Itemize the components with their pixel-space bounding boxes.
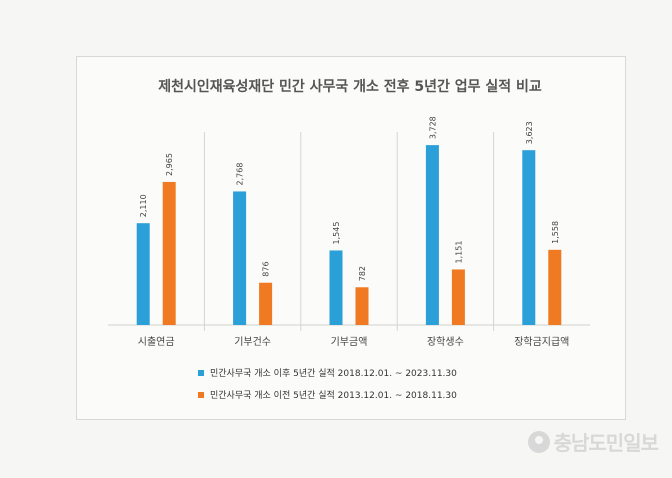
legend-entry: 민간사무국 개소 이전 5년간 실적 2013.12.01. ~ 2018.11… <box>210 389 457 401</box>
data-label: 2,768 <box>236 163 245 186</box>
data-label: 3,728 <box>428 116 437 139</box>
data-label: 2,110 <box>139 194 148 217</box>
bar-series1-3 <box>329 250 343 325</box>
data-label: 2,965 <box>165 153 174 176</box>
data-label: 3,623 <box>525 121 534 144</box>
bar-series2-1 <box>162 181 176 325</box>
bar-series2-3 <box>355 287 369 325</box>
category-label: 기부금액 <box>331 336 368 348</box>
logo-icon <box>527 430 550 453</box>
data-label: 876 <box>262 261 271 276</box>
legend: 민간사무국 개소 이후 5년간 실적 2018.12.01. ~ 2023.11… <box>198 367 457 401</box>
category-label: 장학금지급액 <box>514 336 569 348</box>
plot-area: 2,110 2,965 시출연금 2,768 876 기부건수 1,545 782 기부금액 3,… <box>108 116 590 348</box>
data-label: 1,558 <box>551 221 560 244</box>
bar-series1-5 <box>522 150 536 325</box>
category-label: 장학생수 <box>427 336 464 348</box>
bar-series1-1 <box>136 223 150 325</box>
category-label: 기부건수 <box>234 336 271 348</box>
chart-title: 제천시인재육성재단 민간 사무국 개소 전후 5년간 업무 실적 비교 <box>158 78 542 95</box>
legend-swatch <box>198 392 204 398</box>
bar-series1-2 <box>233 191 247 325</box>
bar-series2-4 <box>451 269 465 325</box>
legend-entry: 민간사무국 개소 이후 5년간 실적 2018.12.01. ~ 2023.11… <box>210 367 457 379</box>
data-label: 1,151 <box>454 241 463 264</box>
category-label: 시출연금 <box>138 336 175 348</box>
bar-series1-4 <box>425 145 439 325</box>
bar-series2-2 <box>259 282 273 325</box>
watermark-text: 충남도민일보 <box>553 431 659 455</box>
watermark-logo: 충남도민일보 <box>527 427 659 456</box>
bar-series2-5 <box>548 249 562 325</box>
data-label: 782 <box>358 266 367 281</box>
data-label: 1,545 <box>332 222 341 245</box>
legend-swatch <box>198 370 204 376</box>
